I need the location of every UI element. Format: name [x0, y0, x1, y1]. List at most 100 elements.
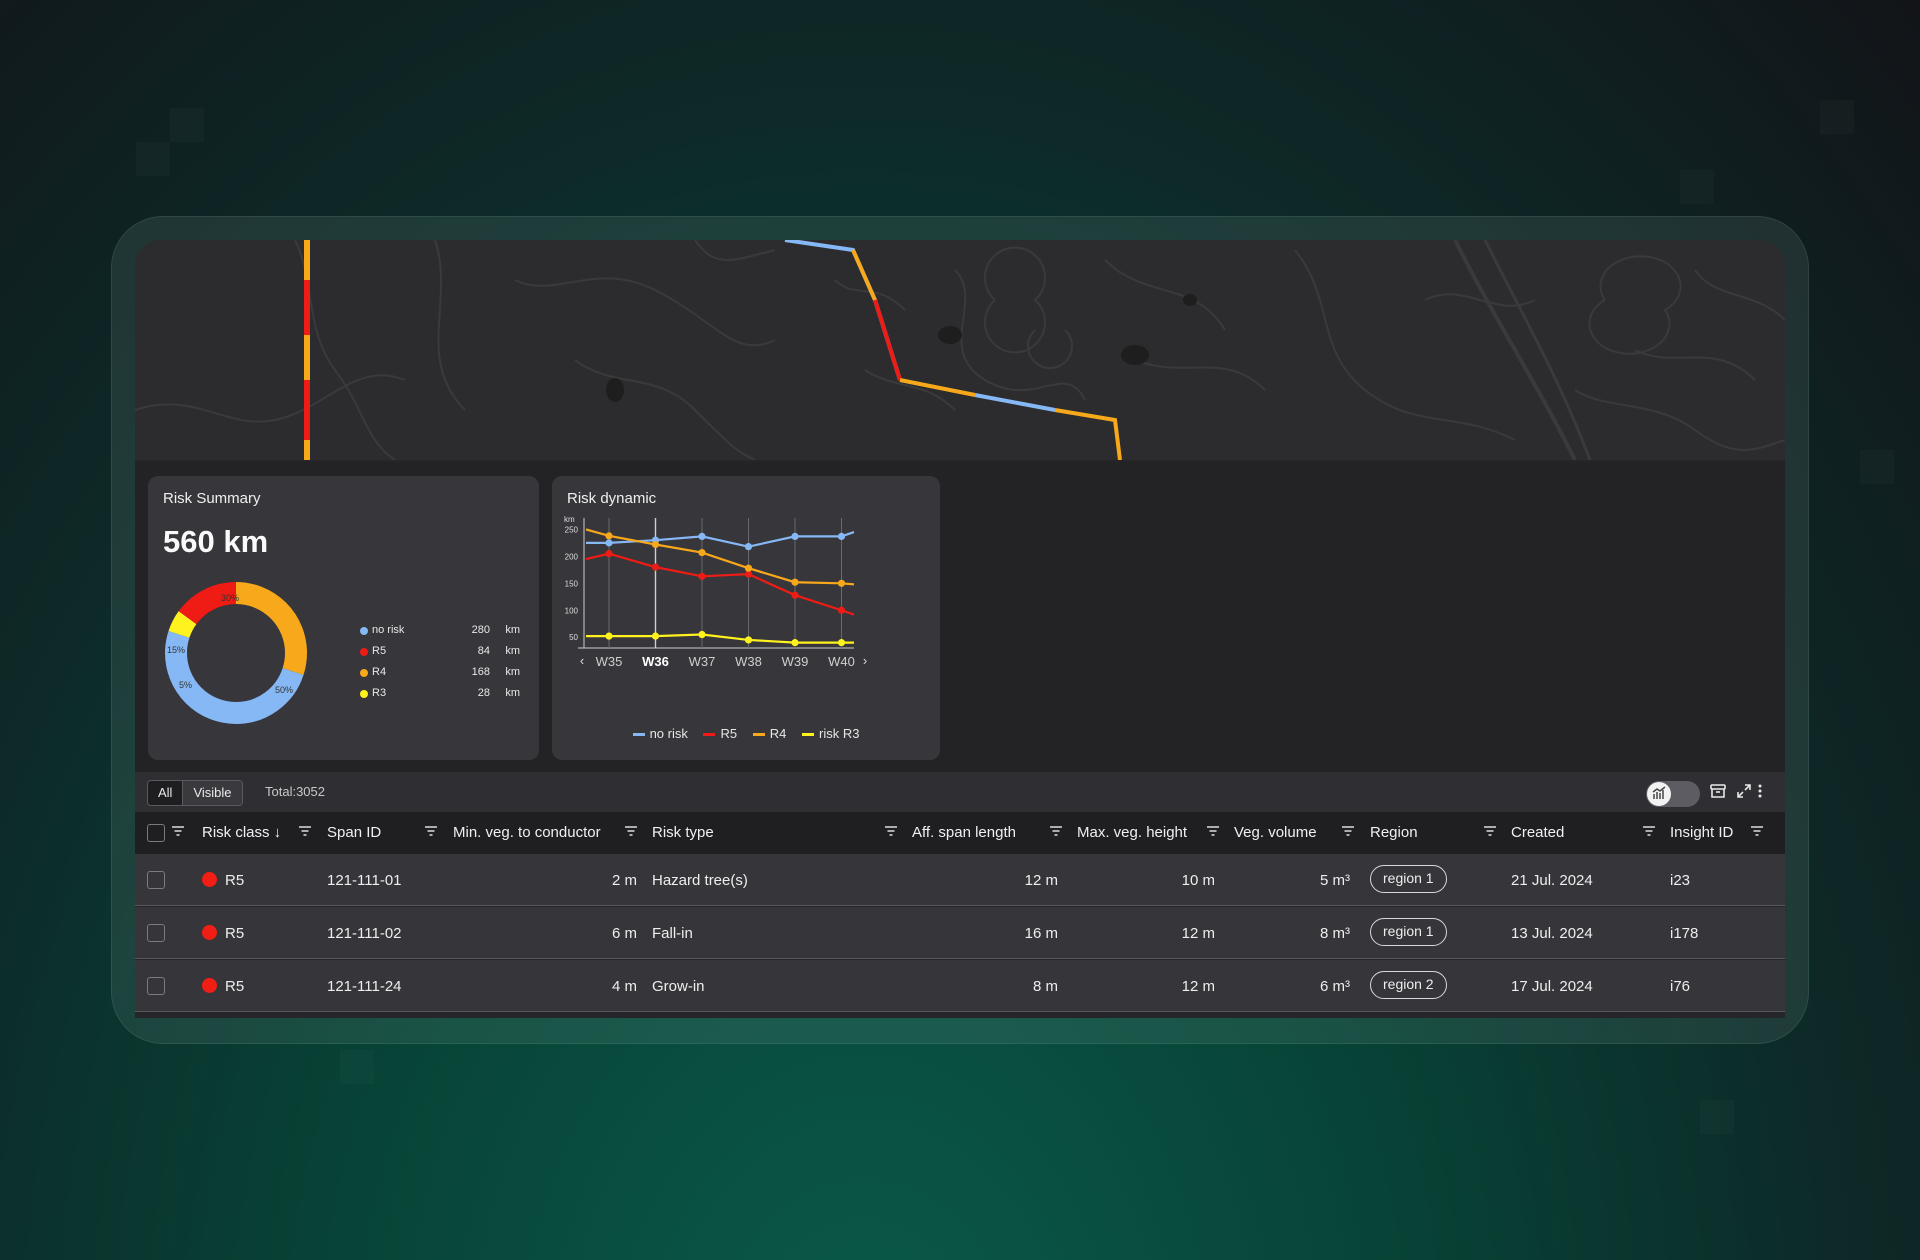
y-tick-label: 250: [565, 525, 579, 534]
cell-risk-type: Hazard tree(s): [652, 872, 748, 889]
column-region[interactable]: Region: [1370, 824, 1418, 841]
data-point-r5: [837, 606, 846, 614]
risk-status-dot: [202, 872, 217, 887]
cell-aff-span: 16 m: [1024, 925, 1058, 942]
tab-visible[interactable]: Visible: [182, 781, 242, 805]
legend-value: 168: [471, 666, 490, 678]
cell-risk-type: Fall-in: [652, 925, 693, 942]
data-point-no-risk: [837, 532, 846, 540]
cell-insight-id: i76: [1670, 978, 1691, 995]
cell-risk-class: R5: [225, 872, 245, 889]
cell-risk-type: Grow-in: [652, 978, 705, 995]
filter-icon[interactable]: [171, 824, 185, 838]
data-point-risk-r3: [837, 639, 846, 647]
table-row[interactable]: R5 121-111-01 2 m Hazard tree(s) 12 m 10…: [135, 854, 1785, 906]
data-point-risk-r3: [651, 632, 660, 640]
expand-icon[interactable]: [1734, 782, 1754, 802]
cell-min-veg: 6 m: [611, 925, 637, 942]
filter-icon[interactable]: [1206, 824, 1220, 838]
legend-item-r3: R3 28 km: [360, 687, 520, 701]
app-screen: Risk Summary 560 km 30% 15% 5% 50% no ri…: [135, 240, 1785, 1018]
row-checkbox[interactable]: [147, 871, 165, 889]
filter-icon[interactable]: [1642, 824, 1656, 838]
legend-dot: [360, 690, 368, 698]
column-risk-type[interactable]: Risk type: [652, 824, 714, 841]
total-count: Total:3052: [265, 784, 325, 799]
region-tag[interactable]: region 1: [1370, 865, 1447, 893]
risk-summary-total: 560 km: [163, 524, 269, 559]
row-checkbox[interactable]: [147, 977, 165, 995]
cell-span-id: 121-111-24: [327, 978, 402, 995]
filter-icon[interactable]: [1049, 824, 1063, 838]
row-checkbox[interactable]: [147, 924, 165, 942]
toggle-knob: [1647, 782, 1671, 806]
filter-icon[interactable]: [1483, 824, 1497, 838]
cell-max-veg: 10 m: [1181, 872, 1215, 889]
data-point-r4: [791, 578, 799, 586]
region-tag[interactable]: region 2: [1370, 971, 1447, 999]
legend-item-no-risk: no risk: [632, 726, 688, 741]
column-span-id[interactable]: Span ID: [327, 824, 382, 841]
cell-veg-volume: 8 m³: [1320, 925, 1350, 942]
data-point-risk-r3: [698, 630, 706, 639]
cell-veg-volume: 6 m³: [1320, 978, 1350, 995]
column-max-veg[interactable]: Max. veg. height: [1077, 824, 1188, 841]
filter-icon[interactable]: [424, 824, 438, 838]
legend-dot: [360, 669, 368, 677]
legend-value: 28: [477, 687, 490, 699]
cell-min-veg: 4 m: [611, 978, 637, 995]
column-risk-class[interactable]: Risk class ↓: [202, 824, 282, 841]
legend-item-r5: R5 84 km: [360, 645, 520, 659]
legend-dot: [360, 648, 368, 656]
column-aff-span[interactable]: Aff. span length: [912, 824, 1016, 841]
column-min-veg[interactable]: Min. veg. to conductor: [453, 824, 601, 841]
x-tick-label: W36: [642, 654, 669, 669]
series-line-r4: [585, 528, 855, 586]
column-veg-volume[interactable]: Veg. volume: [1234, 824, 1317, 841]
table-row[interactable]: R5 121-111-24 4 m Grow-in 8 m 12 m 6 m³ …: [135, 960, 1785, 1012]
tab-all[interactable]: All: [148, 781, 183, 805]
cell-created: 13 Jul. 2024: [1511, 925, 1593, 942]
y-tick-label: 150: [565, 579, 579, 588]
filter-icon[interactable]: [1750, 824, 1764, 838]
data-point-r4: [651, 540, 660, 549]
legend-label: R5: [372, 645, 387, 657]
filter-icon[interactable]: [884, 824, 898, 838]
select-all-checkbox[interactable]: [147, 824, 165, 842]
risk-summary-card: Risk Summary 560 km 30% 15% 5% 50% no ri…: [148, 476, 539, 760]
chart-view-toggle[interactable]: [1646, 781, 1700, 807]
legend-unit: km: [505, 666, 520, 678]
more-options-icon[interactable]: [1754, 782, 1766, 802]
risk-dynamic-line-chart: km 50 100 150 200 250 W35 W36 W37 W38 W39 W40 ‹ ›: [564, 516, 867, 669]
y-axis-unit: km: [564, 516, 575, 524]
x-tick-label: W35: [596, 654, 623, 669]
region-tag[interactable]: region 1: [1370, 918, 1447, 946]
filter-icon[interactable]: [624, 824, 638, 838]
table-row[interactable]: R5 121-111-02 6 m Fall-in 16 m 12 m 8 m³…: [135, 907, 1785, 959]
filter-icon[interactable]: [298, 824, 312, 838]
cell-min-veg: 2 m: [611, 872, 637, 889]
column-insight-id[interactable]: Insight ID: [1670, 824, 1734, 841]
map-view[interactable]: [135, 240, 1785, 460]
y-tick-label: 200: [565, 552, 579, 561]
risk-donut-chart: 30% 15% 5% 50%: [165, 582, 307, 724]
data-point-no-risk: [605, 539, 613, 547]
background-tile: [170, 108, 204, 142]
data-point-r5: [605, 550, 613, 558]
legend-label: risk R3: [818, 726, 860, 741]
data-point-r4: [837, 579, 846, 587]
donut-label-r4: 30%: [221, 593, 239, 603]
column-created[interactable]: Created: [1511, 824, 1565, 841]
filter-icon[interactable]: [1341, 824, 1355, 838]
legend-label: R4: [769, 726, 787, 741]
archive-icon[interactable]: [1708, 782, 1728, 802]
risk-dynamic-title: Risk dynamic: [567, 490, 657, 507]
view-filter-segmented: All Visible: [147, 780, 243, 806]
cell-created: 21 Jul. 2024: [1511, 872, 1593, 889]
risk-dynamic-card: Risk dynamic km 50 100 150 200 250 W35 W36 W37 W3…: [552, 476, 940, 760]
data-point-no-risk: [744, 543, 753, 551]
legend-label: R5: [720, 726, 738, 741]
legend-label: no risk: [649, 726, 688, 741]
cell-max-veg: 12 m: [1181, 978, 1215, 995]
legend-item-r4: R4: [752, 726, 787, 741]
